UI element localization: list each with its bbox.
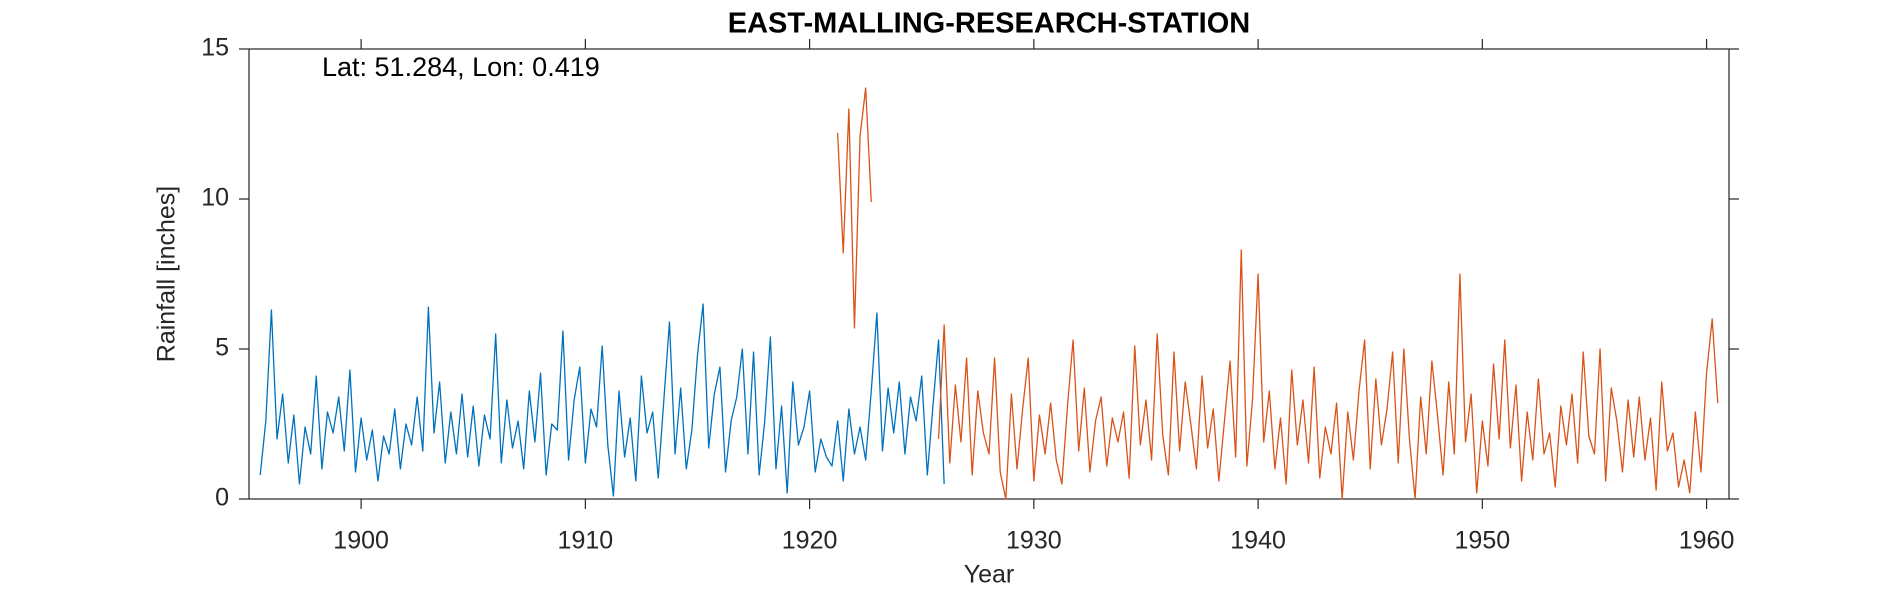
data-line: [259, 303, 945, 497]
x-tick-label: 1960: [1679, 527, 1735, 555]
x-tick-label: 1910: [558, 527, 614, 555]
x-tick-label: 1900: [333, 527, 389, 555]
axes-box: [248, 48, 1730, 500]
x-tick-label: 1920: [782, 527, 838, 555]
y-axis-label: Rainfall [inches]: [153, 186, 181, 362]
x-tick-label: 1950: [1455, 527, 1511, 555]
x-tick-label: 1940: [1230, 527, 1286, 555]
x-tick-label: 1930: [1006, 527, 1062, 555]
x-axis-label: Year: [964, 561, 1015, 589]
y-tick-label: 15: [201, 34, 229, 62]
annotation: Lat: 51.284, Lon: 0.419: [322, 52, 600, 82]
y-tick-label: 5: [215, 334, 229, 362]
data-line: [836, 87, 1719, 500]
y-tick-label: 10: [201, 184, 229, 212]
chart-title: EAST-MALLING-RESEARCH-STATION: [728, 8, 1251, 40]
y-tick-label: 0: [215, 484, 229, 512]
